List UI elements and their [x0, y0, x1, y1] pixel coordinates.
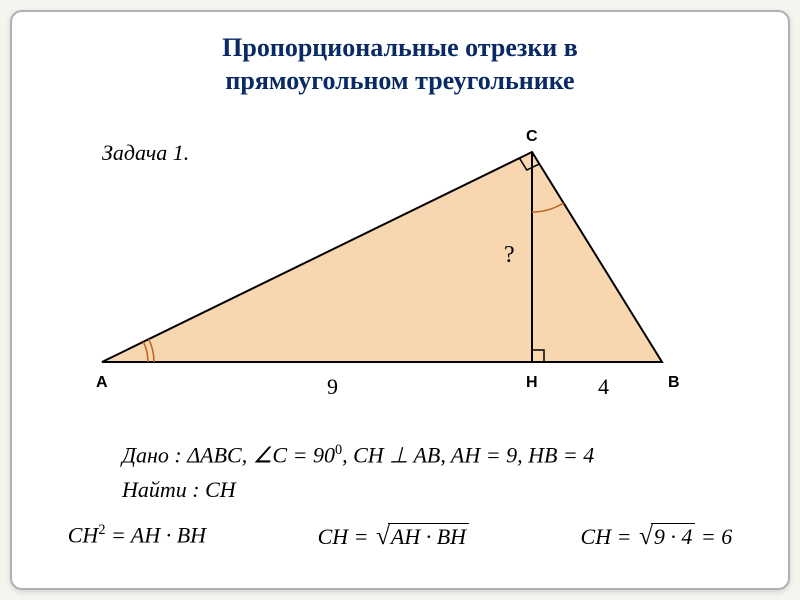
formula-row: CH2 = AH · BH CH = √AH · BH CH = √9 · 4 …	[12, 522, 788, 551]
vertex-label-h: H	[526, 374, 538, 392]
f1-rhs: = AH · BH	[105, 522, 206, 547]
f3-rhs: = 6	[695, 524, 732, 549]
given-line: Дано : ΔABC, ∠C = 900, CH ⊥ AB, AH = 9, …	[122, 442, 594, 468]
triangle-fill	[102, 152, 662, 362]
title-line-1: Пропорциональные отрезки в	[222, 33, 578, 62]
vertex-label-b: B	[668, 374, 680, 392]
formula-2: CH = √AH · BH	[318, 522, 469, 551]
f3-lhs: CH =	[581, 524, 637, 549]
given-text-1: Дано : ΔABC, ∠C = 90	[122, 442, 335, 467]
formula-3: CH = √9 · 4 = 6	[581, 522, 733, 551]
triangle-diagram: A B C H 9 4 ?	[72, 122, 712, 402]
f2-radicand: AH · BH	[388, 523, 469, 550]
slide-title: Пропорциональные отрезки в прямоугольном…	[12, 32, 788, 97]
f3-radicand: 9 · 4	[651, 523, 696, 550]
f2-lhs: CH =	[318, 524, 374, 549]
triangle-svg	[72, 122, 712, 402]
question-mark: ?	[504, 242, 515, 269]
f1-lhs: CH	[68, 522, 99, 547]
given-text-2: , CH ⊥ AB, AH = 9, HB = 4	[342, 442, 594, 467]
title-line-2: прямоугольном треугольнике	[225, 66, 574, 95]
segment-ah-label: 9	[327, 374, 338, 400]
vertex-label-c: C	[526, 128, 538, 146]
vertex-label-a: A	[96, 374, 108, 392]
segment-hb-label: 4	[598, 374, 609, 400]
formula-1: CH2 = AH · BH	[68, 522, 206, 551]
find-line: Найти : CH	[122, 477, 236, 503]
slide-card: Пропорциональные отрезки в прямоугольном…	[10, 10, 790, 590]
